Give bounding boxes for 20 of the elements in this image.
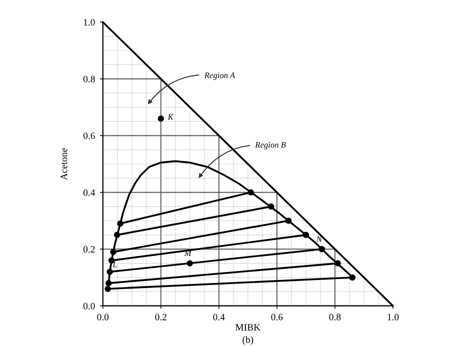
annotation: L (112, 262, 117, 268)
y-tick-label: 0.4 (83, 189, 96, 196)
y-tick-label: 0.6 (83, 132, 95, 140)
annotation: Region B (255, 142, 286, 150)
y-tick-label: 0.0 (83, 302, 95, 310)
annotation: K (168, 114, 174, 120)
x-tick-label: 0.6 (271, 314, 283, 320)
x-tick-label: 0.4 (213, 314, 225, 320)
x-axis-title: MIBK (235, 324, 260, 330)
x-tick-label: 0.8 (329, 314, 341, 320)
x-tick-label: 0.0 (97, 314, 109, 320)
x-tick-label: 1.0 (388, 314, 399, 320)
x-tick-label: 0.2 (155, 314, 166, 320)
y-tick-label: 0.2 (83, 246, 95, 253)
annotation: Region A (204, 72, 236, 80)
y-tick-label: 1.0 (84, 19, 95, 26)
y-axis-title: Acetone (60, 148, 68, 180)
y-tick-label: 0.8 (83, 76, 95, 82)
annotation: N (316, 236, 322, 242)
text: (b) (242, 336, 254, 345)
